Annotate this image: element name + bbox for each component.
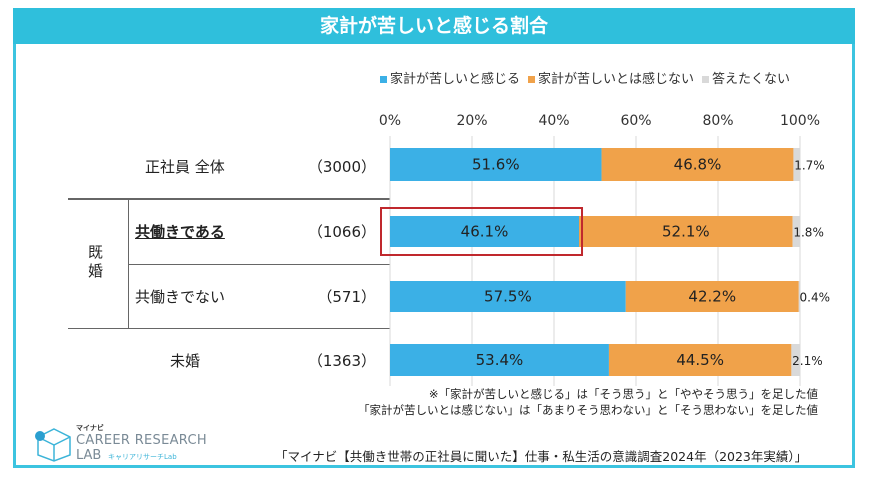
tick-label: 100% <box>780 113 820 129</box>
logo-mark-icon <box>35 428 71 462</box>
data-label: 42.2% <box>688 288 736 306</box>
bar-segment <box>792 216 800 247</box>
bar-segment <box>625 281 799 312</box>
legend-item: 家計が苦しいと感じる <box>380 68 520 87</box>
data-label: 52.1% <box>662 223 710 241</box>
logo-text: CAREER RESEARCH <box>76 433 207 448</box>
category-label: 共働きである <box>135 223 225 241</box>
bar-segment <box>390 148 602 181</box>
chart-title: 家計が苦しいと感じる割合 <box>13 8 855 44</box>
category-label: 正社員 全体 <box>145 158 225 176</box>
tick-label: 0% <box>379 113 401 129</box>
sample-size: （571） <box>317 288 376 306</box>
bar-segment <box>390 216 580 247</box>
tick-label: 40% <box>538 113 569 129</box>
data-label: 51.6% <box>472 156 520 174</box>
category-label: 共働きでない <box>135 288 226 306</box>
source-citation: 「マイナビ【共働き世帯の正社員に聞いた】仕事・私生活の意識調査2024年（202… <box>275 449 808 464</box>
legend-swatch <box>528 76 536 83</box>
logo-text: マイナビ <box>76 424 104 432</box>
legend-label: 家計が苦しいとは感じない <box>538 72 695 87</box>
bar-segment <box>608 344 792 376</box>
sample-size: （1363） <box>307 352 376 370</box>
logo-text: LAB <box>76 448 102 463</box>
tick-label: 60% <box>620 113 651 129</box>
footnote: 「家計が苦しいとは感じない」は「あまりそう思わない」と「そう思わない」を足した値 <box>358 403 818 417</box>
divider <box>68 198 390 200</box>
legend-item: 家計が苦しいとは感じない <box>528 68 694 87</box>
bar-segment <box>390 281 626 312</box>
data-label: 0.4% <box>800 291 831 305</box>
bar-segment <box>390 344 609 376</box>
group-bracket <box>128 198 129 329</box>
bar-segment <box>579 216 793 247</box>
divider <box>68 328 390 329</box>
bar-segment <box>601 148 794 181</box>
group-label: 既婚 <box>88 243 104 280</box>
data-label: 57.5% <box>484 288 532 306</box>
highlight-box <box>380 207 584 256</box>
legend-label: 家計が苦しいと感じる <box>390 72 521 87</box>
bar-segment <box>791 344 800 376</box>
bar-segment <box>793 148 801 181</box>
tick-label: 80% <box>702 113 733 129</box>
legend-swatch <box>380 76 387 83</box>
legend-swatch <box>702 76 710 83</box>
sample-size: （1066） <box>307 223 376 241</box>
divider <box>128 264 390 265</box>
legend-item: 答えたくない <box>702 68 790 87</box>
data-label: 44.5% <box>676 351 724 369</box>
data-label: 1.7% <box>794 159 825 173</box>
legend-label: 答えたくない <box>712 72 791 87</box>
data-label: 53.4% <box>476 351 524 369</box>
data-label: 46.8% <box>674 156 722 174</box>
tick-label: 20% <box>456 113 487 129</box>
footnote: ※「家計が苦しいと感じる」は「そう思う」と「ややそう思う」を足した値 <box>428 387 818 401</box>
legend: 家計が苦しいと感じる 家計が苦しいとは感じない 答えたくない <box>380 68 790 87</box>
data-label: 2.1% <box>792 354 823 368</box>
category-label: 未婚 <box>170 352 201 370</box>
logo-text: キャリアリサーチLab <box>108 453 177 461</box>
bar-segment <box>798 281 801 312</box>
data-label: 46.1% <box>461 223 509 241</box>
data-label: 1.8% <box>793 226 824 240</box>
sample-size: （3000） <box>307 158 376 176</box>
